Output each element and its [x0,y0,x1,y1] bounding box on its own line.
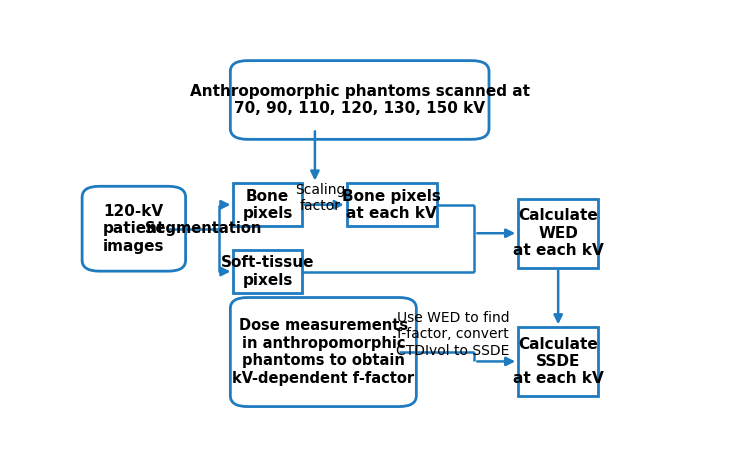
FancyBboxPatch shape [518,199,599,267]
FancyBboxPatch shape [82,186,185,271]
Text: Calculate
SSDE
at each kV: Calculate SSDE at each kV [513,337,604,386]
Text: Anthropomorphic phantoms scanned at
70, 90, 110, 120, 130, 150 kV: Anthropomorphic phantoms scanned at 70, … [190,84,530,116]
Text: Bone pixels
at each kV: Bone pixels at each kV [342,189,441,221]
Text: 120-kV
patient
images: 120-kV patient images [103,204,165,254]
Text: Use WED to find
f-factor, convert
CTDIvol to SSDE: Use WED to find f-factor, convert CTDIvo… [396,311,510,357]
FancyBboxPatch shape [518,327,599,396]
FancyBboxPatch shape [230,297,416,407]
Text: Calculate
WED
at each kV: Calculate WED at each kV [513,208,604,258]
Text: Bone
pixels: Bone pixels [242,189,292,221]
Text: Soft-tissue
pixels: Soft-tissue pixels [220,255,314,287]
FancyBboxPatch shape [233,250,302,293]
Text: Dose measurements
in anthropomorphic
phantoms to obtain
kV-dependent f-factor: Dose measurements in anthropomorphic pha… [232,318,415,386]
FancyBboxPatch shape [233,183,302,226]
FancyBboxPatch shape [230,61,489,139]
Text: Scaling
factor: Scaling factor [296,183,346,213]
Text: Segmentation: Segmentation [145,221,261,236]
FancyBboxPatch shape [346,183,436,226]
